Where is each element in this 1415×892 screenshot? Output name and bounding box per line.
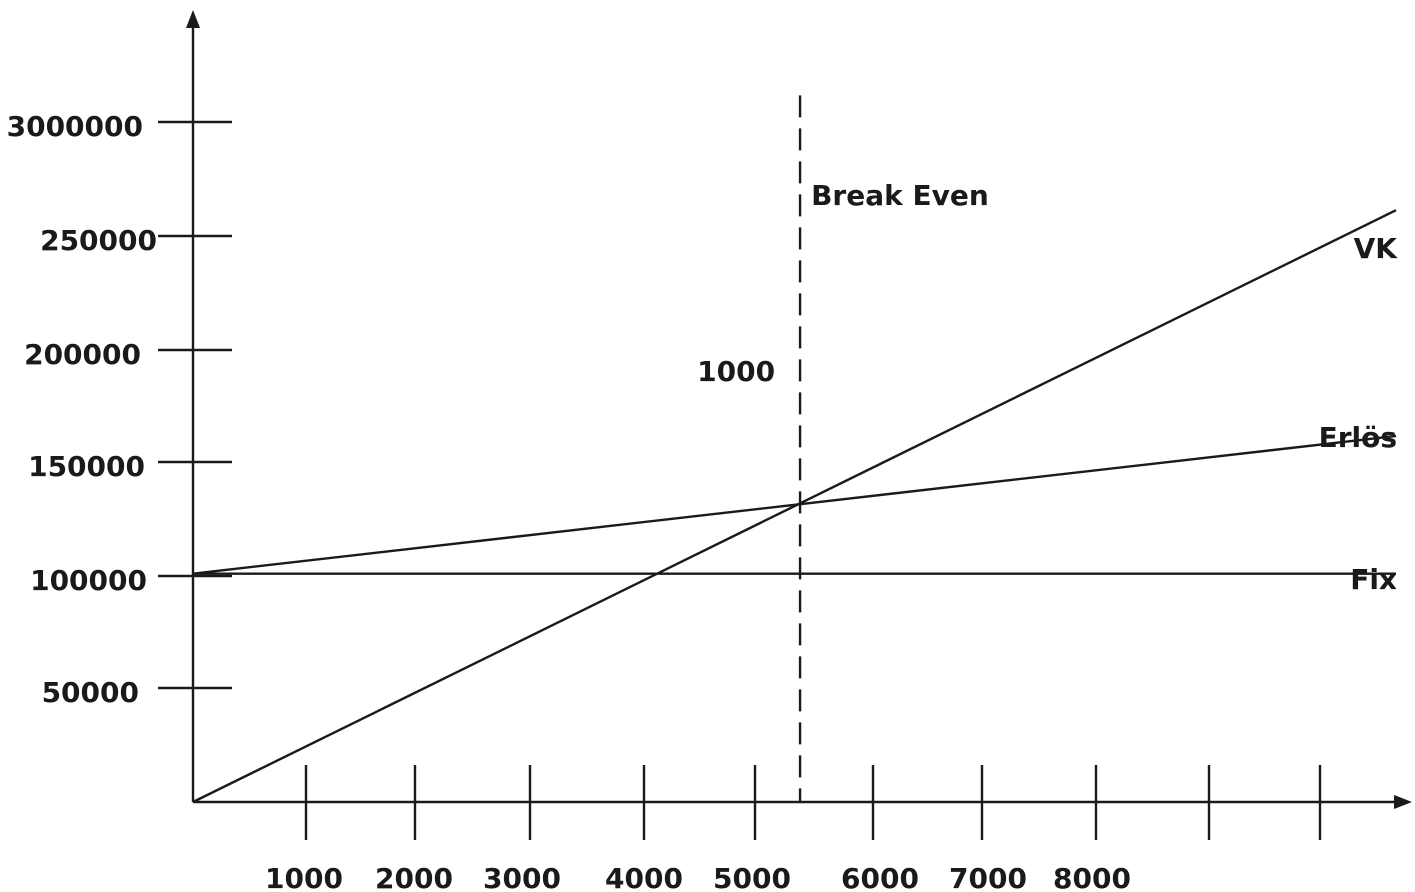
y-ticks: 3000000 250000 200000 150000 100000 50000 bbox=[7, 110, 232, 709]
x-tick-label: 6000 bbox=[841, 862, 919, 892]
y-tick-label: 150000 bbox=[28, 450, 145, 483]
break-even-marker: Break Even bbox=[798, 95, 989, 802]
x-tick-label: 3000 bbox=[483, 862, 561, 892]
x-tick-label: 1000 bbox=[265, 862, 343, 892]
series-label: Erlös bbox=[1319, 421, 1397, 454]
series-line-erls bbox=[192, 434, 1397, 575]
x-tick-label: 4000 bbox=[605, 862, 683, 892]
series-label: VK bbox=[1354, 232, 1399, 265]
x-tick-label: 5000 bbox=[713, 862, 791, 892]
annotation-label: 1000 bbox=[697, 355, 775, 388]
break-even-label: Break Even bbox=[811, 179, 989, 212]
y-tick-label: 200000 bbox=[24, 338, 141, 371]
annotations: 1000 bbox=[697, 355, 775, 388]
series-lines: VK Erlös Fix bbox=[192, 209, 1399, 804]
y-tick-label: 50000 bbox=[42, 676, 139, 709]
x-ticks: 1000 2000 3000 4000 5000 6000 7000 8000 bbox=[265, 765, 1322, 892]
y-tick-label: 250000 bbox=[40, 224, 157, 257]
y-axis-arrow bbox=[186, 10, 200, 28]
y-tick-label: 100000 bbox=[30, 564, 147, 597]
series-line-vk bbox=[192, 209, 1397, 804]
x-tick-label: 8000 bbox=[1053, 862, 1131, 892]
axes bbox=[186, 10, 1412, 809]
x-tick-label: 2000 bbox=[375, 862, 453, 892]
series-label: Fix bbox=[1350, 563, 1397, 596]
x-tick-label: 7000 bbox=[949, 862, 1027, 892]
y-tick-label: 3000000 bbox=[7, 110, 143, 143]
x-axis-arrow bbox=[1394, 795, 1412, 809]
